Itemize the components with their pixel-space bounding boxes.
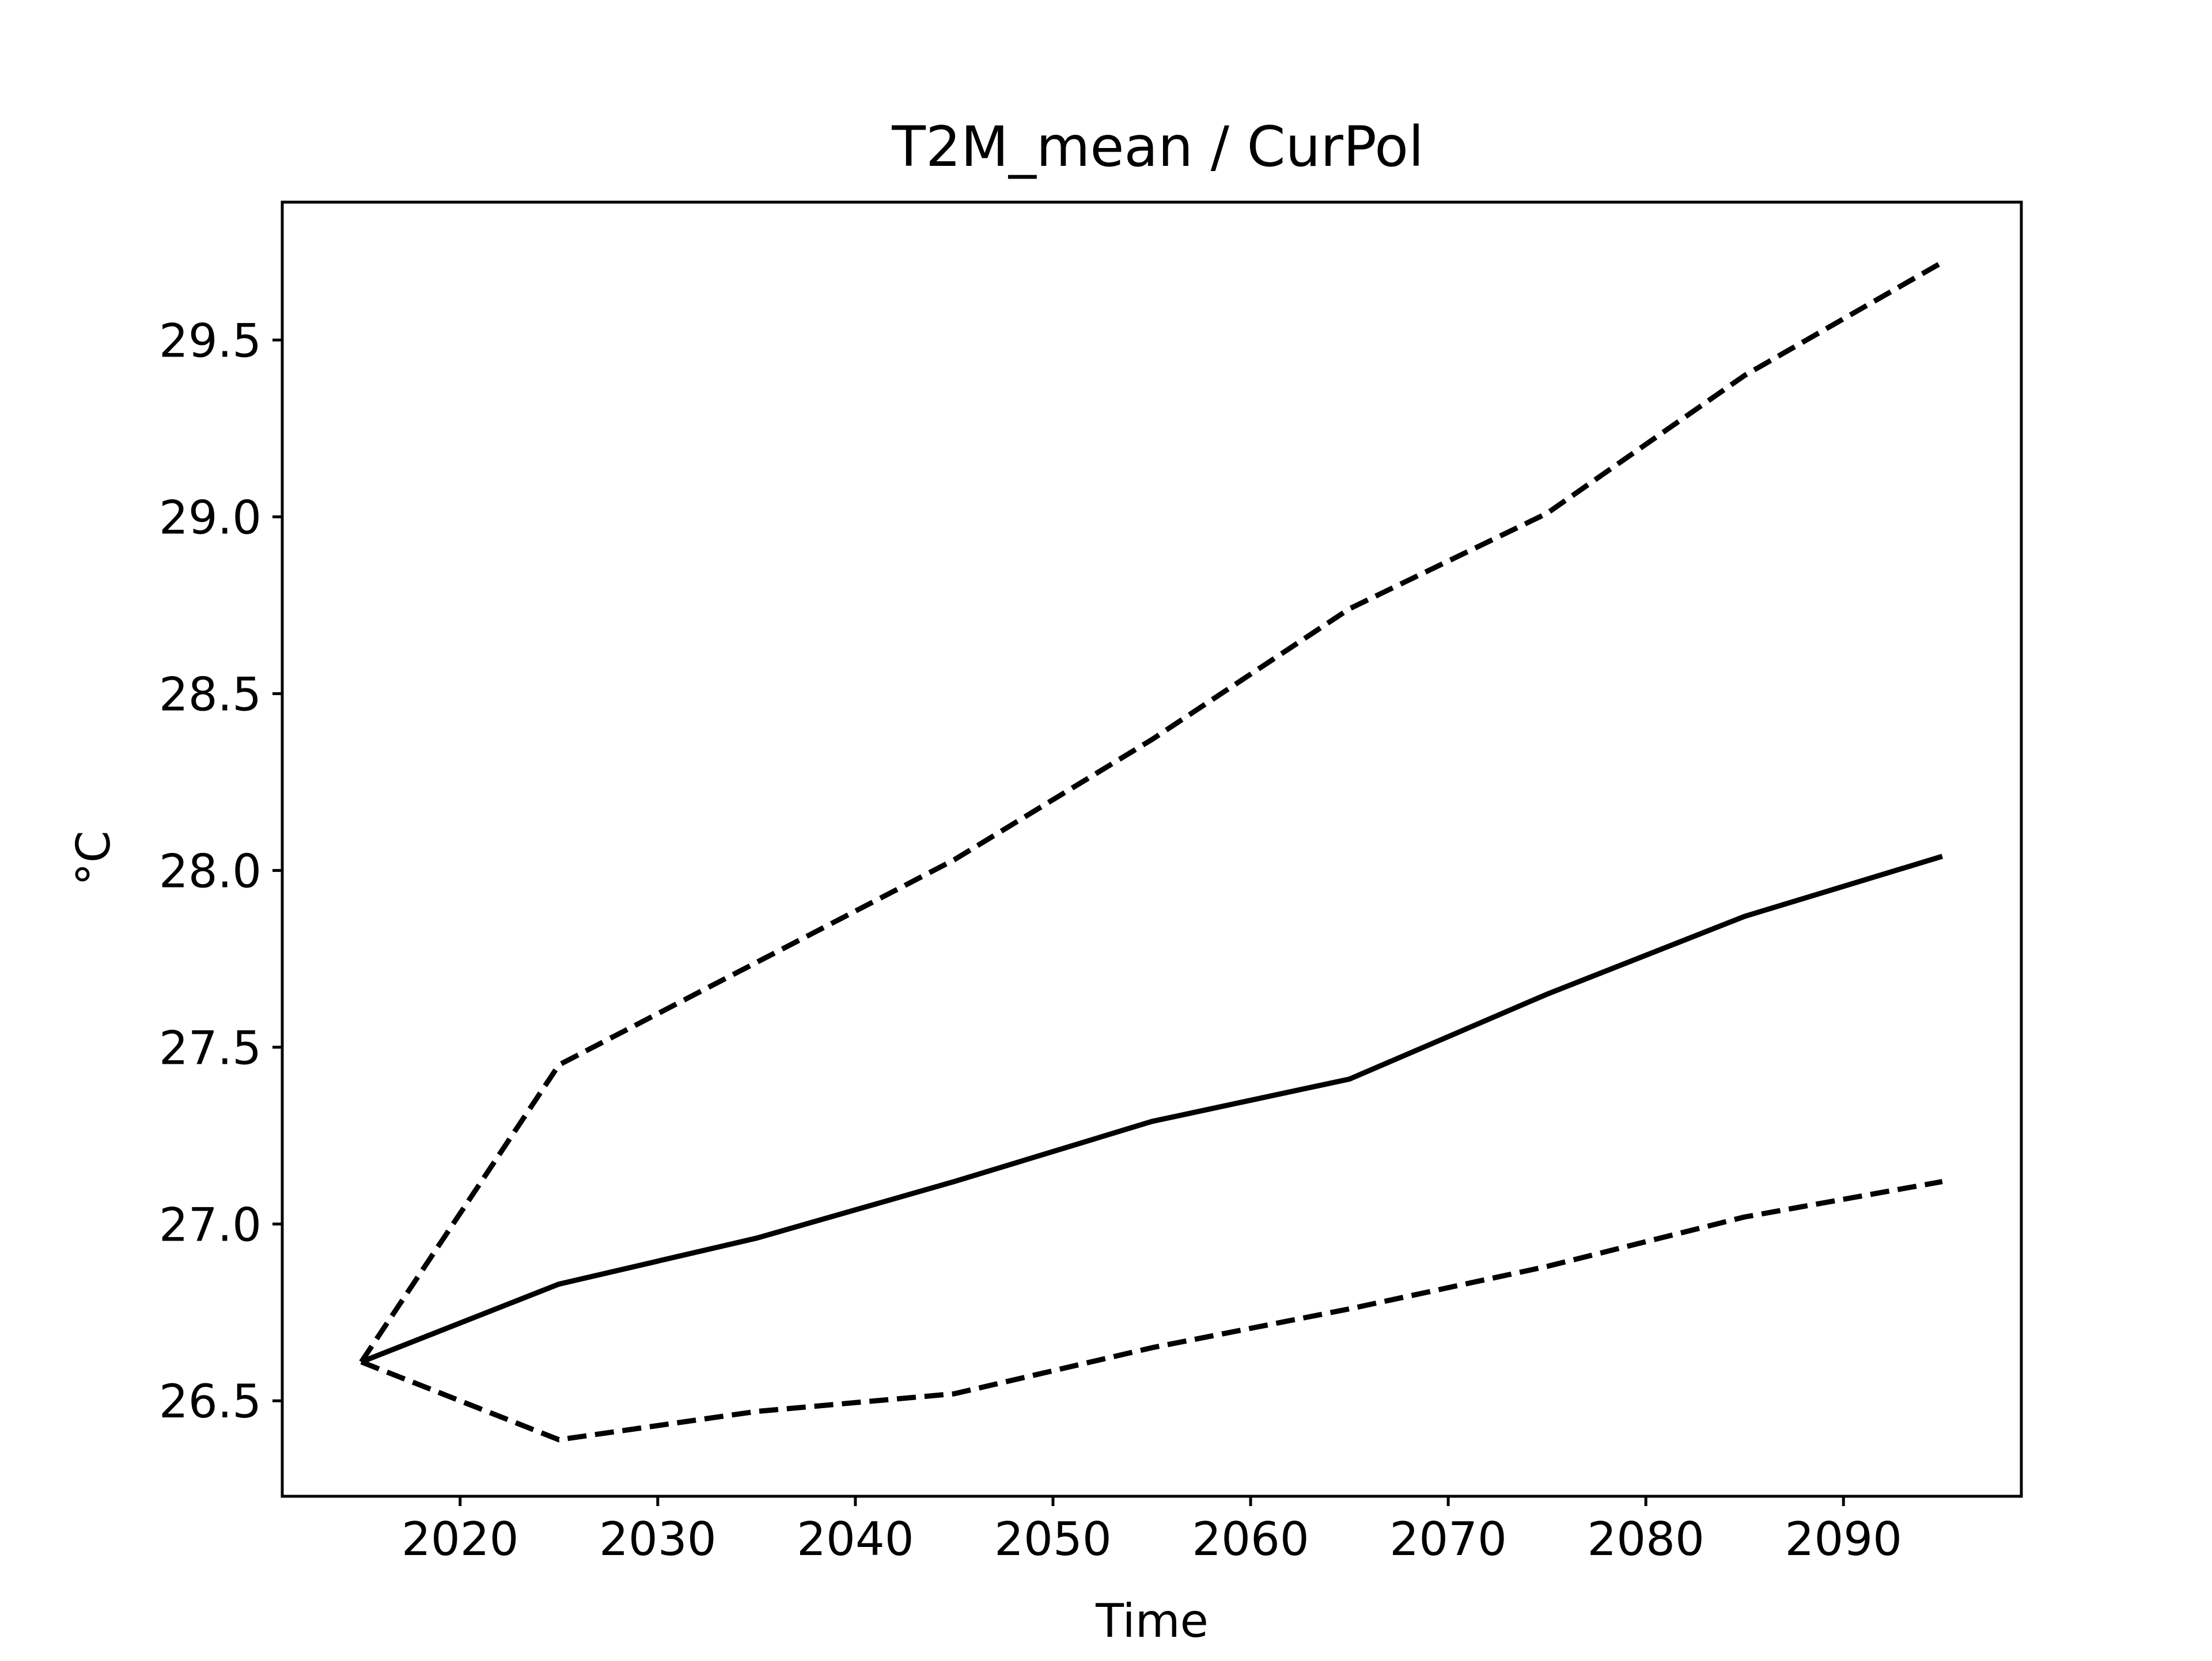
y-tick-label: 26.5 [159, 1375, 262, 1428]
x-axis-label: Time [1095, 1594, 1209, 1648]
x-tick-label: 2040 [797, 1512, 914, 1566]
series-line-1 [359, 260, 1944, 1364]
y-tick-label: 29.0 [159, 491, 262, 544]
y-tick-label: 27.5 [159, 1021, 262, 1075]
series-line-2 [360, 854, 1944, 1364]
y-tick-label: 28.5 [159, 668, 262, 721]
x-tick-label: 2080 [1587, 1512, 1705, 1566]
plot-area-frame [281, 200, 2023, 1498]
series-layer [359, 260, 1944, 1443]
chart-title: T2M_mean / CurPol [891, 115, 1423, 179]
x-tick-label: 2060 [1192, 1512, 1309, 1566]
x-axis: 2020 2030 2040 2050 2060 2070 2080 2090 [402, 1496, 1902, 1566]
y-tick-label: 27.0 [159, 1198, 262, 1252]
x-tick-label: 2090 [1785, 1512, 1902, 1566]
x-tick-label: 2070 [1389, 1512, 1507, 1566]
y-tick-label: 28.0 [159, 844, 262, 898]
y-tick-label: 29.5 [159, 314, 262, 367]
y-axis-label: °C [67, 830, 120, 886]
series-line-3 [360, 1179, 1943, 1443]
x-tick-label: 2050 [994, 1512, 1112, 1566]
y-axis: 26.5 27.0 27.5 28.0 28.5 29.0 29.5 [159, 314, 282, 1428]
x-tick-label: 2020 [402, 1512, 519, 1566]
x-tick-label: 2030 [599, 1512, 717, 1566]
